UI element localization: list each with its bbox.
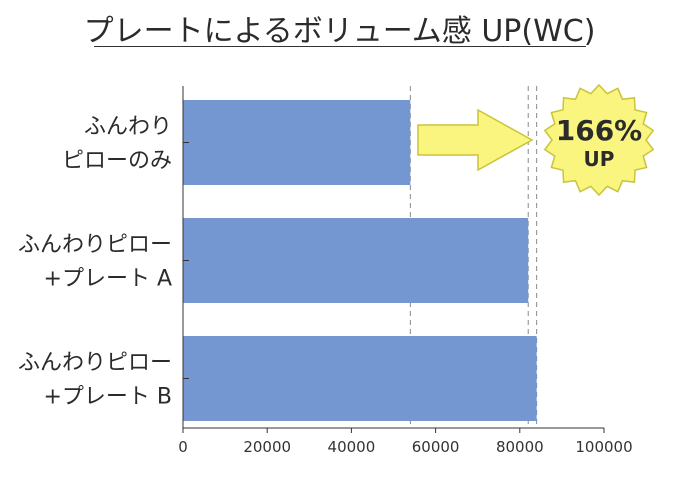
category-label: +プレート B bbox=[43, 385, 172, 410]
x-tick-label: 0 bbox=[178, 438, 188, 456]
x-tick-label: 60000 bbox=[412, 438, 460, 456]
growth-annotation: 166% UP bbox=[417, 83, 655, 197]
x-tick-label: 80000 bbox=[496, 438, 544, 456]
category-label: ピローのみ bbox=[62, 149, 172, 174]
x-tick-label: 100000 bbox=[575, 438, 632, 456]
badge-percentage: 166% bbox=[556, 114, 643, 147]
x-ticks: 0 20000 40000 60000 80000 100000 bbox=[178, 142, 633, 456]
bars bbox=[183, 100, 537, 421]
category-label: ふんわり bbox=[84, 115, 172, 140]
badge-up-label: UP bbox=[584, 147, 615, 171]
category-label: ふんわりピロー bbox=[18, 351, 172, 376]
category-label: ふんわりピロー bbox=[18, 233, 172, 258]
chart-title: プレートによるボリューム感 UP(WC) bbox=[83, 14, 596, 49]
starburst-badge bbox=[543, 83, 655, 197]
arrow-icon bbox=[417, 108, 534, 172]
bar bbox=[183, 100, 411, 185]
category-label: +プレート A bbox=[44, 267, 172, 292]
x-tick-label: 40000 bbox=[328, 438, 376, 456]
bar bbox=[183, 218, 529, 303]
bar bbox=[183, 336, 537, 421]
x-tick-label: 20000 bbox=[243, 438, 291, 456]
title-underline bbox=[94, 46, 586, 47]
